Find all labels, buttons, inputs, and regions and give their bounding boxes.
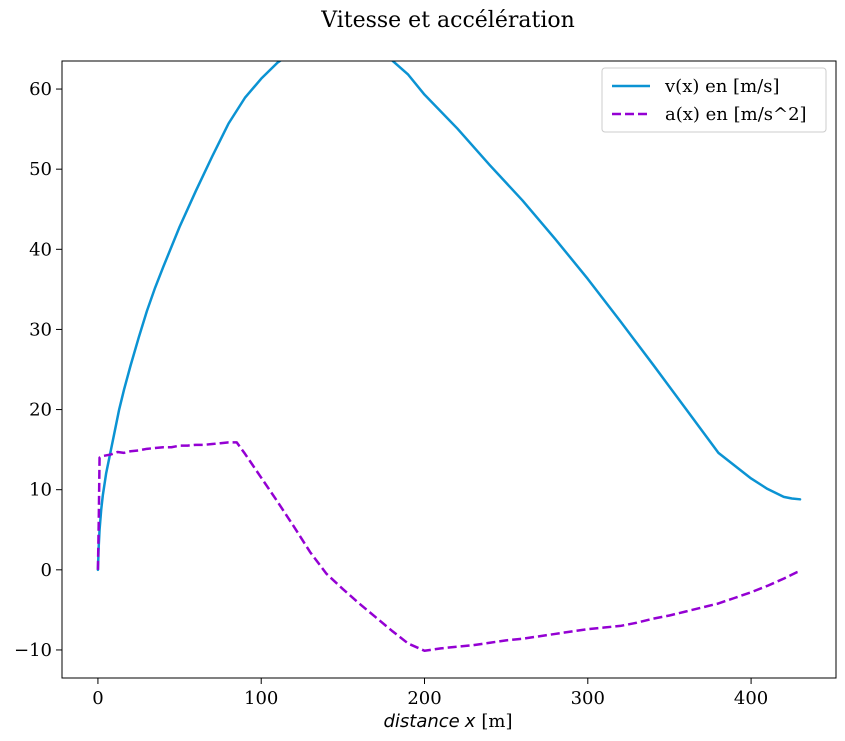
x-tick-label: 200 xyxy=(407,688,441,709)
x-tick-label: 300 xyxy=(571,688,605,709)
x-axis-label: distance x [m] xyxy=(383,711,512,732)
x-axis-label-unit: [m] xyxy=(481,711,512,732)
y-tick-label: 0 xyxy=(41,560,52,581)
y-tick-label: −10 xyxy=(14,640,52,661)
chart-title: Vitesse et accélération xyxy=(320,8,575,33)
x-tick-label: 0 xyxy=(92,688,103,709)
y-tick-label: 60 xyxy=(29,79,52,100)
y-axis-ticks: −10 0 10 20 30 40 50 60 xyxy=(14,79,62,661)
y-tick-label: 20 xyxy=(29,400,52,421)
plot-lines xyxy=(96,61,802,653)
legend: v(x) en [m/s] a(x) en [m/s^2] xyxy=(601,67,827,133)
legend-label-velocity: v(x) en [m/s] xyxy=(664,76,779,97)
y-tick-label: 30 xyxy=(29,319,52,340)
x-axis-label-var: x xyxy=(464,711,476,732)
x-axis-ticks: 0 100 200 300 400 xyxy=(92,678,768,709)
y-tick-label: 50 xyxy=(29,159,52,180)
legend-frame xyxy=(601,67,827,133)
x-tick-label: 100 xyxy=(244,688,278,709)
legend-label-acceleration: a(x) en [m/s^2] xyxy=(665,104,807,125)
y-tick-label: 40 xyxy=(29,239,52,260)
x-axis-label-italic: distance xyxy=(383,711,459,732)
y-tick-label: 10 xyxy=(29,480,52,501)
x-tick-label: 400 xyxy=(734,688,768,709)
series-line-velocity xyxy=(96,61,802,572)
plot-area-frame xyxy=(61,60,837,679)
